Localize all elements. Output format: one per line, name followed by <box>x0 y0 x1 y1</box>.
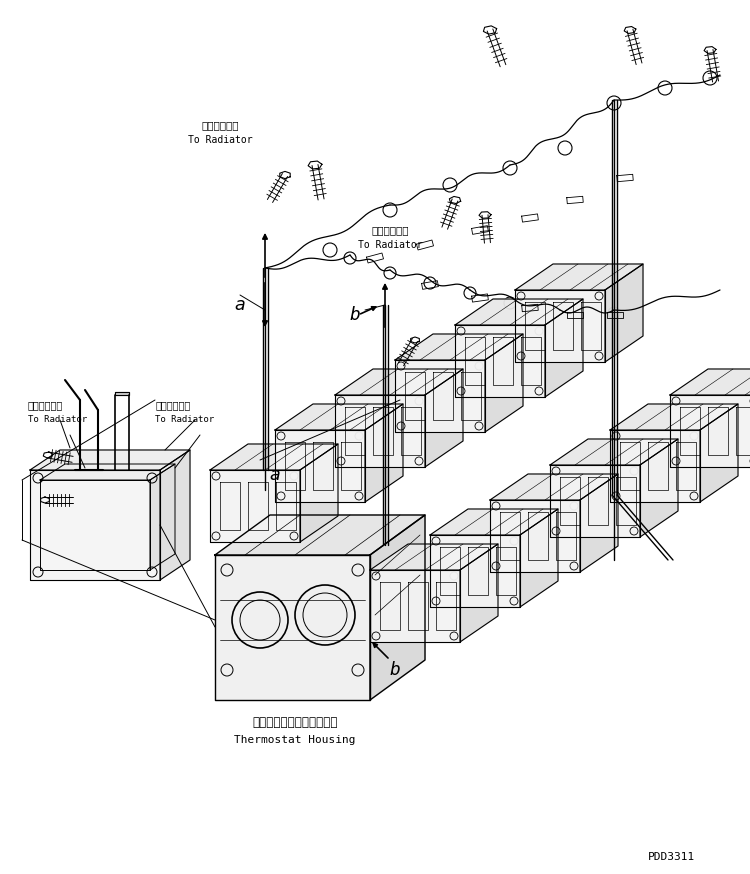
Polygon shape <box>300 444 338 542</box>
Polygon shape <box>275 430 365 502</box>
Polygon shape <box>370 515 425 700</box>
Polygon shape <box>210 470 300 542</box>
Polygon shape <box>335 369 463 395</box>
Polygon shape <box>515 290 605 362</box>
Polygon shape <box>40 480 150 570</box>
Polygon shape <box>335 395 425 467</box>
Polygon shape <box>545 299 583 397</box>
Circle shape <box>384 267 396 279</box>
Polygon shape <box>605 264 643 362</box>
Polygon shape <box>370 570 460 642</box>
Circle shape <box>383 203 397 217</box>
Polygon shape <box>275 404 403 430</box>
Polygon shape <box>455 325 545 397</box>
Polygon shape <box>430 509 558 535</box>
Text: ラジェータへ: ラジェータへ <box>371 225 409 235</box>
Circle shape <box>504 297 516 309</box>
Circle shape <box>608 307 620 319</box>
Polygon shape <box>485 334 523 432</box>
Circle shape <box>464 287 476 299</box>
Polygon shape <box>30 470 160 580</box>
Polygon shape <box>490 474 618 500</box>
Polygon shape <box>430 535 520 607</box>
Circle shape <box>443 178 457 192</box>
Circle shape <box>607 96 621 110</box>
Polygon shape <box>395 360 485 432</box>
Circle shape <box>554 307 566 319</box>
Polygon shape <box>490 500 580 572</box>
Text: a: a <box>235 296 245 314</box>
Circle shape <box>503 161 517 175</box>
Polygon shape <box>550 439 678 465</box>
Polygon shape <box>610 430 700 502</box>
Polygon shape <box>520 509 558 607</box>
Circle shape <box>323 243 337 257</box>
Circle shape <box>703 71 717 85</box>
Text: ラジェータへ: ラジェータへ <box>28 400 63 410</box>
Text: b: b <box>350 306 361 324</box>
Polygon shape <box>30 450 190 470</box>
Polygon shape <box>210 444 338 470</box>
Polygon shape <box>700 404 738 502</box>
Text: a: a <box>269 466 280 484</box>
Polygon shape <box>40 464 175 480</box>
Text: Thermostat Housing: Thermostat Housing <box>234 735 356 745</box>
Circle shape <box>344 252 356 264</box>
Polygon shape <box>370 544 498 570</box>
Polygon shape <box>670 369 750 395</box>
Polygon shape <box>395 334 523 360</box>
Text: To Radiator: To Radiator <box>188 135 252 145</box>
Text: To Radiator: To Radiator <box>28 415 87 425</box>
Polygon shape <box>610 404 738 430</box>
Text: To Radiator: To Radiator <box>358 240 422 250</box>
Text: b: b <box>389 661 400 679</box>
Circle shape <box>424 277 436 289</box>
Text: サーモスタットハウジング: サーモスタットハウジング <box>252 717 338 730</box>
Polygon shape <box>150 464 175 570</box>
Polygon shape <box>425 369 463 467</box>
Text: ラジェータへ: ラジェータへ <box>201 120 238 130</box>
Polygon shape <box>215 555 370 700</box>
Polygon shape <box>580 474 618 572</box>
Text: ラジェータへ: ラジェータへ <box>155 400 190 410</box>
Polygon shape <box>515 264 643 290</box>
Polygon shape <box>455 299 583 325</box>
Polygon shape <box>670 395 750 467</box>
Polygon shape <box>160 450 190 580</box>
Text: PDD3311: PDD3311 <box>648 852 695 862</box>
Text: To Radiator: To Radiator <box>155 415 214 425</box>
Circle shape <box>658 81 672 95</box>
Circle shape <box>558 141 572 155</box>
Polygon shape <box>115 392 129 395</box>
Polygon shape <box>365 404 403 502</box>
Polygon shape <box>640 439 678 537</box>
Polygon shape <box>460 544 498 642</box>
Polygon shape <box>215 515 425 555</box>
Polygon shape <box>550 465 640 537</box>
